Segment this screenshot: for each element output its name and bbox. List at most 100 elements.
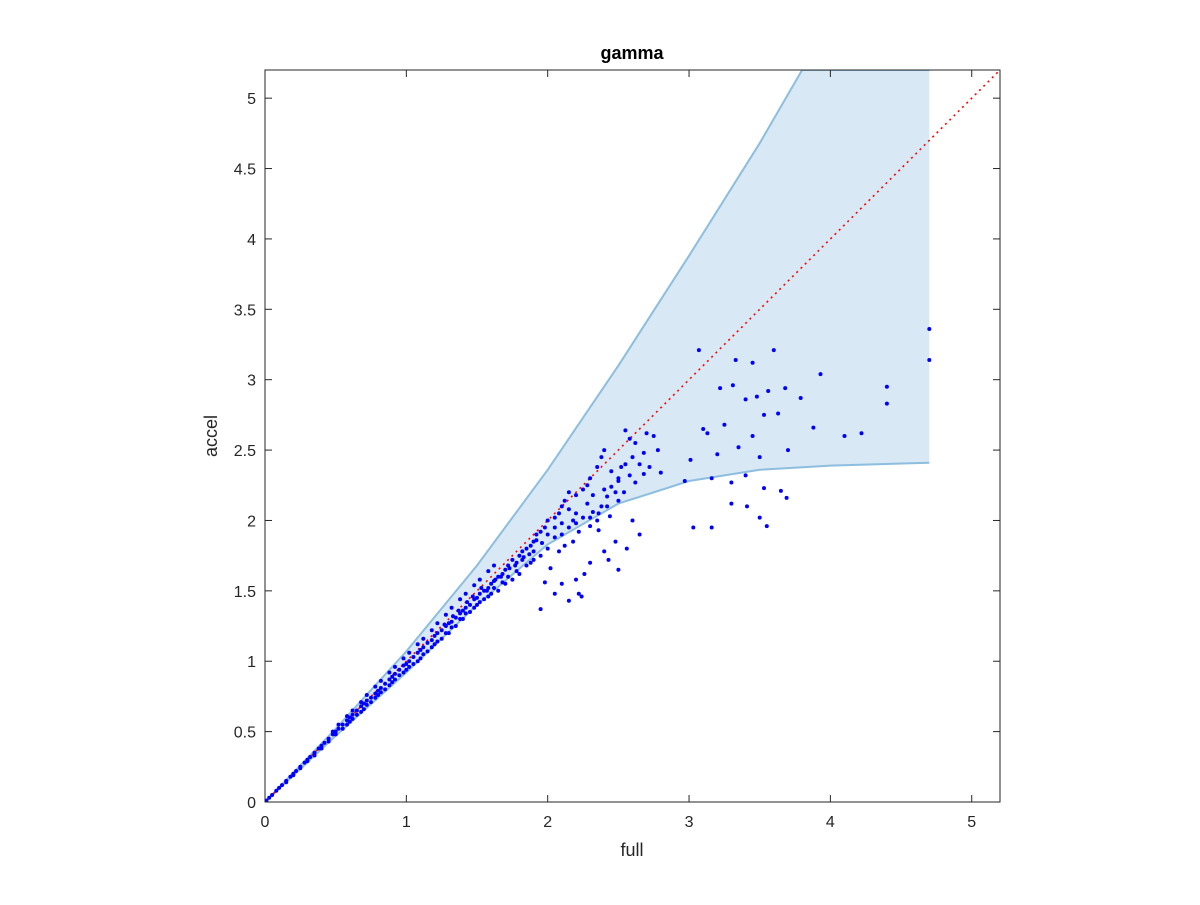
data-point bbox=[373, 695, 378, 700]
data-point bbox=[602, 549, 607, 554]
data-point bbox=[527, 552, 532, 557]
data-point bbox=[884, 384, 889, 389]
data-point bbox=[696, 348, 701, 353]
data-point bbox=[811, 425, 816, 430]
x-tick-label: 2 bbox=[543, 814, 552, 831]
data-point bbox=[453, 624, 458, 628]
data-point bbox=[435, 621, 440, 626]
data-point bbox=[682, 479, 687, 483]
data-point bbox=[585, 501, 590, 506]
data-point bbox=[411, 655, 416, 659]
data-point bbox=[531, 557, 536, 562]
data-point bbox=[443, 631, 448, 636]
data-point bbox=[514, 569, 519, 574]
data-point bbox=[316, 746, 321, 751]
data-point bbox=[510, 557, 515, 562]
data-point bbox=[745, 504, 749, 509]
data-point bbox=[595, 518, 600, 523]
data-point bbox=[429, 638, 434, 643]
data-point bbox=[927, 327, 932, 331]
data-point bbox=[582, 572, 587, 576]
data-point bbox=[347, 719, 352, 724]
data-point bbox=[513, 563, 518, 568]
data-point bbox=[486, 569, 491, 574]
data-point bbox=[579, 594, 584, 599]
data-point bbox=[482, 588, 487, 593]
data-point bbox=[762, 412, 766, 417]
data-point bbox=[500, 580, 505, 585]
data-point bbox=[599, 455, 604, 460]
data-point bbox=[404, 667, 409, 672]
data-point bbox=[333, 729, 338, 734]
data-point bbox=[655, 448, 660, 453]
data-point bbox=[606, 557, 611, 562]
data-point bbox=[451, 614, 455, 619]
data-point bbox=[576, 529, 581, 534]
data-point bbox=[383, 681, 388, 686]
data-point bbox=[616, 479, 621, 483]
data-point bbox=[609, 469, 614, 474]
data-point bbox=[545, 532, 550, 537]
data-point bbox=[545, 546, 550, 551]
data-point bbox=[429, 628, 434, 633]
y-tick-label: 3 bbox=[247, 373, 256, 390]
data-point bbox=[284, 780, 289, 785]
data-point bbox=[709, 476, 714, 481]
data-point bbox=[605, 504, 610, 509]
data-point bbox=[658, 470, 663, 475]
data-point bbox=[859, 431, 864, 436]
data-point bbox=[521, 555, 526, 560]
data-point bbox=[624, 546, 629, 551]
data-point bbox=[270, 793, 275, 797]
data-point bbox=[277, 785, 282, 790]
data-point bbox=[590, 493, 595, 498]
data-point bbox=[588, 476, 593, 481]
data-point bbox=[619, 465, 624, 469]
data-point bbox=[359, 700, 364, 705]
data-point bbox=[566, 598, 571, 603]
data-point bbox=[359, 704, 364, 709]
data-point bbox=[571, 518, 576, 523]
data-point bbox=[463, 605, 468, 610]
data-point bbox=[528, 543, 533, 548]
data-point bbox=[585, 483, 590, 488]
data-point bbox=[407, 664, 412, 669]
data-point bbox=[350, 708, 355, 713]
data-point bbox=[369, 700, 373, 705]
data-point bbox=[291, 773, 296, 778]
data-point bbox=[411, 662, 416, 666]
data-point bbox=[688, 457, 693, 462]
data-point bbox=[489, 581, 494, 586]
data-point bbox=[884, 401, 889, 406]
axis-ticks: 0 1 2 3 4 5 0 0.5 1 1.5 2 2.5 3 3.5 4 4.5 5 bbox=[234, 70, 1000, 831]
data-point bbox=[630, 518, 635, 523]
data-point bbox=[330, 729, 335, 734]
data-point bbox=[373, 684, 378, 689]
data-point bbox=[456, 608, 461, 613]
data-point bbox=[552, 515, 557, 520]
data-point bbox=[538, 553, 543, 558]
data-point bbox=[613, 490, 618, 495]
data-point bbox=[644, 431, 649, 436]
y-tick-label: 3.5 bbox=[234, 302, 256, 319]
data-point bbox=[439, 628, 444, 633]
data-point bbox=[599, 504, 604, 509]
data-point bbox=[376, 693, 381, 697]
data-point bbox=[463, 611, 468, 616]
data-point bbox=[397, 667, 402, 672]
data-point bbox=[776, 411, 781, 416]
data-point bbox=[463, 591, 468, 596]
data-point bbox=[842, 434, 847, 438]
data-point bbox=[588, 524, 593, 529]
data-point bbox=[446, 631, 451, 636]
data-point bbox=[401, 663, 406, 668]
data-point bbox=[552, 591, 557, 596]
data-point bbox=[418, 656, 423, 661]
y-tick-label: 5 bbox=[247, 91, 256, 108]
data-point bbox=[736, 445, 741, 450]
data-point bbox=[637, 462, 642, 467]
data-point bbox=[548, 566, 553, 571]
data-point bbox=[762, 486, 766, 491]
data-point bbox=[499, 574, 503, 579]
